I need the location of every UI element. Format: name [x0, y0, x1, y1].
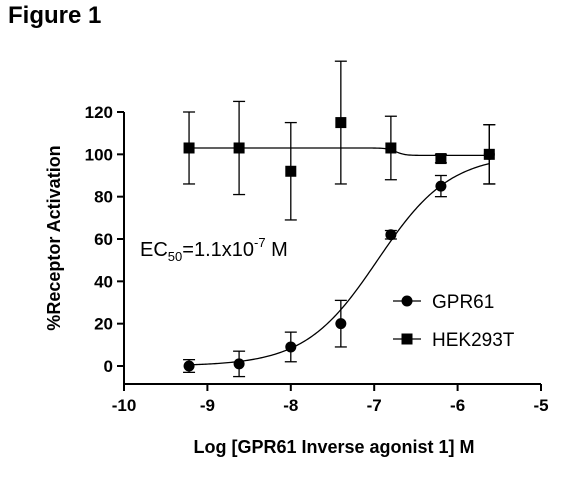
- point-hek293t: [335, 117, 347, 129]
- y-tick-label: 120: [85, 103, 113, 122]
- axes: 0 20 40 60 80 100 120 -10 -9 -8 -7 -6 -5: [85, 103, 549, 415]
- y-tick-label: 20: [94, 315, 113, 334]
- point-hek293t: [483, 148, 495, 160]
- legend-marker-hek293t: [401, 333, 413, 345]
- y-tick-label: 40: [94, 272, 113, 291]
- ec50-subscript: 50: [168, 249, 182, 264]
- point-gpr61: [435, 180, 447, 192]
- point-gpr61: [233, 358, 245, 370]
- y-tick-label: 0: [104, 357, 113, 376]
- ec50-annotation: EC50=1.1x10-7 M: [140, 235, 288, 264]
- point-hek293t: [435, 153, 447, 165]
- y-tick-label: 100: [85, 145, 113, 164]
- legend-label: GPR61: [432, 292, 494, 313]
- point-gpr61: [385, 229, 397, 241]
- data-points: [183, 117, 495, 372]
- x-tick-label: -6: [450, 396, 465, 415]
- x-tick-label: -7: [367, 396, 382, 415]
- x-tick-label: -9: [200, 396, 215, 415]
- x-tick-label: -8: [283, 396, 298, 415]
- legend-label: HEK293T: [432, 330, 515, 351]
- ec50-exponent: -7: [254, 235, 266, 250]
- ec50-value: =1.1x10: [182, 239, 254, 261]
- legend: GPR61 HEK293T: [393, 292, 515, 351]
- legend-marker-gpr61: [401, 295, 413, 307]
- x-tick-label: -10: [112, 396, 137, 415]
- point-gpr61: [285, 341, 297, 353]
- point-hek293t: [385, 142, 397, 154]
- x-axis-label: Log [GPR61 Inverse agonist 1] M: [193, 437, 474, 457]
- point-hek293t: [233, 142, 245, 154]
- point-hek293t: [285, 165, 297, 177]
- figure-label: Figure 1: [8, 2, 102, 29]
- y-tick-label: 80: [94, 188, 113, 207]
- point-gpr61: [183, 360, 195, 372]
- y-axis-label: %Receptor Activation: [44, 145, 64, 330]
- ec50-suffix: M: [266, 239, 288, 261]
- y-tick-label: 60: [94, 230, 113, 249]
- ec50-prefix: EC: [140, 239, 168, 261]
- point-hek293t: [183, 142, 195, 154]
- x-tick-label: -5: [533, 396, 548, 415]
- point-gpr61: [335, 318, 347, 330]
